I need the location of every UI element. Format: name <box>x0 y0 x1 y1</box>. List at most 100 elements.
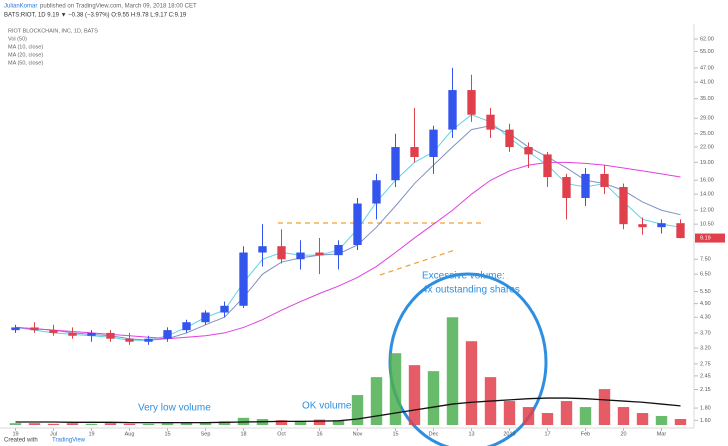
author[interactable]: JulianKomar <box>4 4 37 10</box>
x-tick-label: Oct <box>277 431 286 437</box>
y-tick-label: 16.00 <box>700 178 714 184</box>
y-tick-label: 41.00 <box>700 80 714 86</box>
candle-body <box>581 173 590 198</box>
volume-bar <box>408 365 421 425</box>
candle-body <box>182 322 191 331</box>
footer-created: Created with <box>4 438 38 444</box>
volume-bar <box>389 353 402 425</box>
y-tick-label: 55.00 <box>700 49 714 55</box>
candle-body <box>220 305 229 313</box>
x-tick-label: 19 <box>12 431 18 437</box>
x-tick-label: 20 <box>620 431 626 437</box>
volume-bar <box>199 422 212 425</box>
candle-body <box>391 147 400 181</box>
x-tick-label: 17 <box>544 431 550 437</box>
volume-bar <box>427 371 440 425</box>
candle-body <box>486 114 495 130</box>
volume-bar <box>313 419 326 425</box>
volume-ma-line <box>15 397 681 424</box>
candle-body <box>163 330 172 339</box>
volume-bar <box>294 420 307 425</box>
y-tick-label: 2.75 <box>700 361 711 367</box>
legend-entry: RIOT BLOCKCHAIN, INC, 1D, BATS <box>8 28 98 34</box>
legend-entry: Vol (50) <box>8 36 27 42</box>
x-tick-label: 18 <box>240 431 246 437</box>
candle-body <box>68 332 77 336</box>
volume-bar <box>617 407 630 425</box>
volume-bar <box>541 413 554 425</box>
y-tick-label: 35.00 <box>700 96 714 102</box>
quote: BATS:RIOT, 1D 9.19 ▼ −0.38 (−3.97%) O:9.… <box>4 13 187 19</box>
candle-body <box>239 252 248 306</box>
x-tick-label: Feb <box>581 431 590 437</box>
volume-bar <box>9 423 22 425</box>
y-tick-label: 2.45 <box>700 373 711 379</box>
x-tick-label: Nov <box>353 431 363 437</box>
candle-body <box>410 147 419 157</box>
y-tick-label: 1.80 <box>700 406 711 412</box>
candle-body <box>657 223 666 228</box>
candle-body <box>106 332 115 339</box>
candle-body <box>258 246 267 253</box>
y-tick-label: 3.70 <box>700 330 711 336</box>
volume-bar <box>351 395 364 425</box>
candle-body <box>562 177 571 198</box>
legend-entry: MA (10, close) <box>8 44 43 50</box>
candle-body <box>315 252 324 256</box>
volume-bar <box>47 423 60 425</box>
candle-body <box>372 180 381 204</box>
candle-body <box>505 129 514 148</box>
y-tick-label: 62.00 <box>700 36 714 42</box>
candle-body <box>467 90 476 115</box>
y-tick-label: 3.20 <box>700 346 711 352</box>
ma-line <box>15 125 681 341</box>
x-tick-label: 2018 <box>503 431 515 437</box>
candle-body <box>277 246 286 260</box>
y-tick-label: 29.00 <box>700 116 714 122</box>
candle-body <box>334 244 343 256</box>
volume-bar <box>503 401 516 425</box>
trend-line <box>379 249 456 276</box>
y-tick-label: 14.00 <box>700 192 714 198</box>
x-tick-label: Aug <box>125 431 135 437</box>
volume-bar <box>465 341 478 425</box>
y-tick-label: 1.60 <box>700 418 711 424</box>
volume-bar <box>560 401 573 425</box>
volume-bar <box>522 407 535 425</box>
x-tick-label: 19 <box>88 431 94 437</box>
annotation: 4x outstanding shares <box>422 285 520 296</box>
volume-bar <box>85 423 98 425</box>
annotation: OK volume <box>302 401 352 412</box>
x-tick-label: Jul <box>50 431 57 437</box>
candle-body <box>676 223 685 239</box>
volume-bar <box>332 420 345 425</box>
volume-bar <box>218 421 231 425</box>
volume-bar <box>104 423 117 425</box>
volume-bar <box>180 422 193 425</box>
volume-bar <box>579 407 592 425</box>
candle-body <box>144 338 153 342</box>
candle-body <box>619 186 628 225</box>
y-tick-label: 22.00 <box>700 145 714 151</box>
y-tick-label: 6.50 <box>700 272 711 278</box>
y-tick-label: 2.15 <box>700 387 711 393</box>
x-tick-label: 15 <box>392 431 398 437</box>
x-tick-label: Dec <box>429 431 439 437</box>
candle-body <box>429 129 438 157</box>
candle-body <box>600 173 609 187</box>
candle-body <box>638 224 647 228</box>
volume-bar <box>598 389 611 425</box>
y-tick-label: 25.00 <box>700 131 714 137</box>
volume-bar <box>636 413 649 425</box>
candle-body <box>524 147 533 155</box>
candle-body <box>543 154 552 178</box>
footer-brand[interactable]: TradingView <box>52 438 86 444</box>
volume-bar <box>66 423 79 425</box>
candle-body <box>125 338 134 342</box>
y-tick-label: 47.00 <box>700 65 714 71</box>
volume-bar <box>370 377 383 425</box>
x-tick-label: Sep <box>201 431 211 437</box>
annotation: Excessive volume: <box>422 271 505 282</box>
volume-bar <box>142 423 155 425</box>
